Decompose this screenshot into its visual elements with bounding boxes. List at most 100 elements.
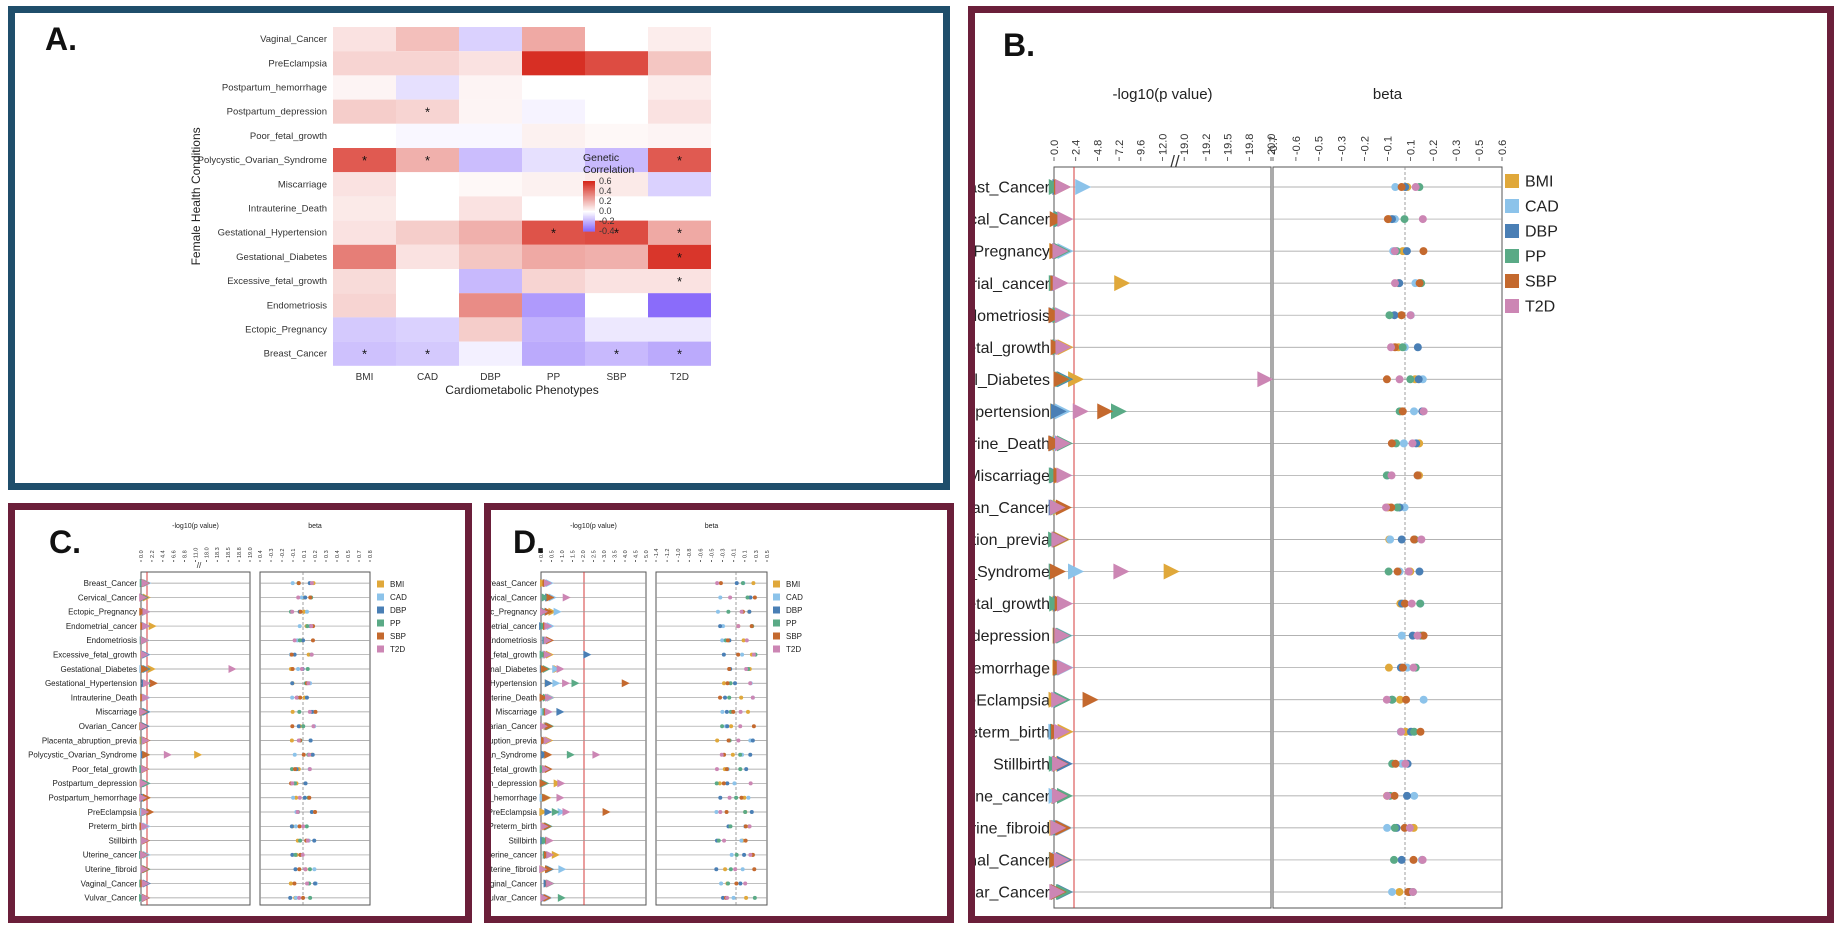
significance-marker: * (677, 153, 682, 168)
heatmap-cell (396, 341, 459, 366)
beta-marker (1416, 727, 1425, 736)
legend-label: SBP (390, 632, 406, 641)
heatmap-cell (585, 123, 648, 148)
significance-marker: * (677, 250, 682, 265)
heatmap-cell (648, 172, 711, 197)
beta-marker (1413, 471, 1422, 480)
pvalue-marker (1055, 179, 1072, 196)
row-label: Miscarriage (96, 708, 138, 717)
beta-marker (752, 895, 757, 900)
beta-marker (748, 852, 753, 857)
beta-tick-label: -0.6 (1291, 136, 1303, 155)
beta-marker (744, 767, 749, 772)
legend-label: T2D (786, 645, 801, 654)
beta-marker (307, 709, 312, 714)
pvalue-marker (562, 593, 571, 602)
pvalue-marker (1072, 403, 1089, 420)
row-label: Polycystic_Ovarian_Syndrome (491, 751, 538, 760)
beta-tick-label: -0.6 (698, 549, 704, 558)
beta-marker (714, 781, 719, 786)
colorbar-segment (583, 182, 595, 185)
colorbar-segment (583, 214, 595, 217)
pvalue-tick-label: 2.5 (591, 550, 597, 558)
heatmap-cell (333, 317, 396, 342)
beta-marker (297, 824, 302, 829)
colorbar-title-line1: Genetic (583, 152, 619, 164)
pvalue-marker (539, 722, 548, 731)
pvalue-marker (1163, 563, 1180, 580)
beta-marker (748, 752, 753, 757)
pvalue-tick-label: 4.8 (1092, 140, 1104, 155)
legend-label: CAD (390, 593, 407, 602)
row-label: Poor_fetal_growth (72, 765, 137, 774)
row-label: Stillbirth (509, 836, 537, 845)
pvalue-marker (544, 607, 553, 616)
beta-marker (1414, 375, 1423, 384)
pvalue-marker (557, 808, 566, 817)
pvalue-marker (148, 622, 157, 631)
heatmap-cell (585, 196, 648, 221)
pvalue-tick-label: 8.8 (183, 550, 189, 558)
row-label: Gestational_Diabetes (975, 372, 1050, 389)
beta-tick-label: 0.8 (368, 550, 374, 558)
pvalue-tick-label: 18.3 (215, 547, 221, 558)
heatmap-cell (522, 148, 585, 173)
beta-marker (1409, 855, 1418, 864)
heatmap-cell (396, 123, 459, 148)
pvalue-marker (539, 779, 548, 788)
pvalue-marker (621, 679, 630, 688)
beta-marker (1397, 535, 1406, 544)
pvalue-tick-label: 1.0 (560, 550, 566, 558)
pvalue-marker (1056, 659, 1073, 676)
beta-marker (1391, 759, 1400, 768)
beta-marker (716, 838, 721, 843)
heatmap-cell (585, 293, 648, 318)
beta-marker (310, 638, 315, 643)
colorbar-tick-label: 0.0 (599, 206, 612, 216)
beta-marker (714, 767, 719, 772)
colorbar-segment (583, 183, 595, 186)
beta-marker (291, 795, 296, 800)
heatmap-cell (522, 172, 585, 197)
heatmap-cell (648, 293, 711, 318)
beta-tick-label: 0.4 (258, 550, 264, 558)
beta-marker (296, 595, 301, 600)
beta-marker (728, 681, 733, 686)
beta-marker (718, 595, 723, 600)
beta-marker (290, 724, 295, 729)
beta-marker (305, 838, 310, 843)
heatmap-svg: Vaginal_Cancer PreEclampsia Postpartum_hem… (189, 27, 711, 397)
forest-d-svg: -log10(p value) beta 0.0 0.5 1.0 1.5 2.0 2.5 3.0… (491, 523, 803, 906)
colorbar-segment (583, 219, 595, 222)
beta-marker (1417, 535, 1426, 544)
beta-marker (1406, 375, 1415, 384)
legend-label: DBP (390, 606, 406, 615)
beta-marker (1393, 567, 1402, 576)
beta-marker (751, 724, 756, 729)
beta-marker (290, 681, 295, 686)
axis-break-mark: // (1170, 153, 1180, 171)
heatmap-cell (459, 75, 522, 100)
pvalue-tick-label: 2.0 (581, 550, 587, 558)
colorbar-segment (583, 216, 595, 218)
pvalue-tick-label: 19.8 (1244, 134, 1256, 155)
pvalue-marker (139, 707, 148, 716)
pvalue-marker (1068, 371, 1085, 388)
beta-marker (714, 867, 719, 872)
beta-axis-title: beta (1373, 86, 1403, 103)
pvalue-marker (1049, 883, 1066, 900)
heatmap-cell (522, 196, 585, 221)
beta-marker (301, 895, 306, 900)
colorbar-segment (583, 208, 595, 211)
legend-swatch (773, 619, 780, 627)
heatmap-cell (522, 123, 585, 148)
colorbar-tick-label: -0.4 (599, 226, 615, 236)
beta-marker (720, 724, 725, 729)
heatmap-cell (522, 51, 585, 76)
colorbar-segment (583, 191, 595, 193)
beta-marker (743, 810, 748, 815)
row-label: PreEclampsia (975, 692, 1050, 709)
legend-label: BMI (1525, 174, 1553, 191)
colorbar-tick-label: 0.2 (599, 196, 612, 206)
pvalue-tick-label: 7.2 (1114, 140, 1126, 155)
